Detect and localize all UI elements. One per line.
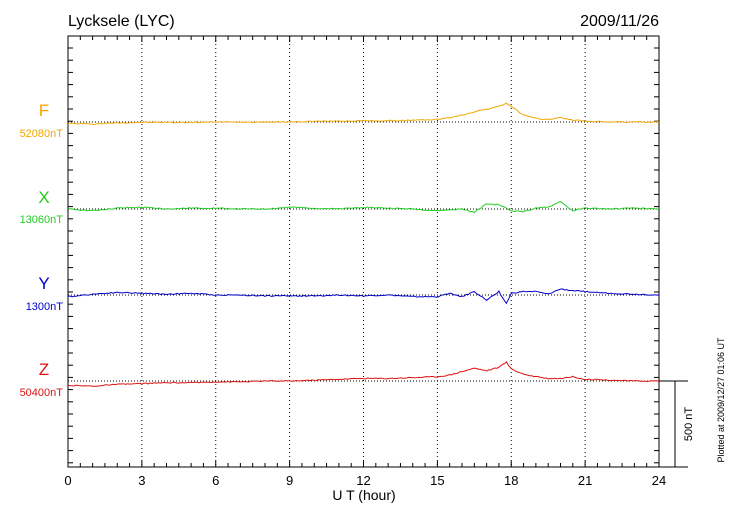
scale-bar-label: 500 nT [683, 407, 695, 442]
vertical-gridlines [141, 36, 586, 467]
component-labels: F 52080nT X 13060nT Y 1300nT Z 50400nT [20, 101, 64, 399]
date-label: 2009/11/26 [580, 13, 659, 30]
x-tick-label: 12 [356, 473, 370, 488]
x-tick-label: 0 [64, 473, 71, 488]
baseline-value-z: 50400nT [20, 387, 64, 399]
component-baselines [68, 121, 659, 382]
plotted-timestamp: Plotted at 2009/12/27 01:06 UT [716, 337, 726, 463]
x-tick-labels: 0 3 6 9 12 15 18 21 24 [64, 473, 666, 488]
trace-y [67, 288, 660, 305]
component-traces [67, 102, 660, 387]
x-tick-label: 15 [430, 473, 444, 488]
x-tick-label: 9 [286, 473, 293, 488]
component-name-z: Z [39, 360, 49, 379]
trace-x [67, 201, 660, 214]
x-tick-label: 6 [212, 473, 219, 488]
x-axis-label: U T (hour) [332, 487, 395, 503]
x-tick-label: 18 [504, 473, 518, 488]
x-tick-label: 24 [652, 473, 666, 488]
component-name-y: Y [38, 274, 49, 293]
baseline-value-f: 52080nT [20, 128, 64, 140]
component-name-f: F [39, 101, 49, 120]
scale-bar: 500 nT [659, 380, 695, 468]
x-tick-label: 21 [578, 473, 592, 488]
trace-f [67, 102, 660, 125]
x-tick-label: 3 [138, 473, 145, 488]
component-name-x: X [38, 188, 49, 207]
baseline-value-x: 13060nT [20, 214, 64, 226]
trace-z [67, 360, 660, 387]
station-title: Lycksele (LYC) [68, 13, 175, 30]
baseline-value-y: 1300nT [26, 301, 64, 313]
